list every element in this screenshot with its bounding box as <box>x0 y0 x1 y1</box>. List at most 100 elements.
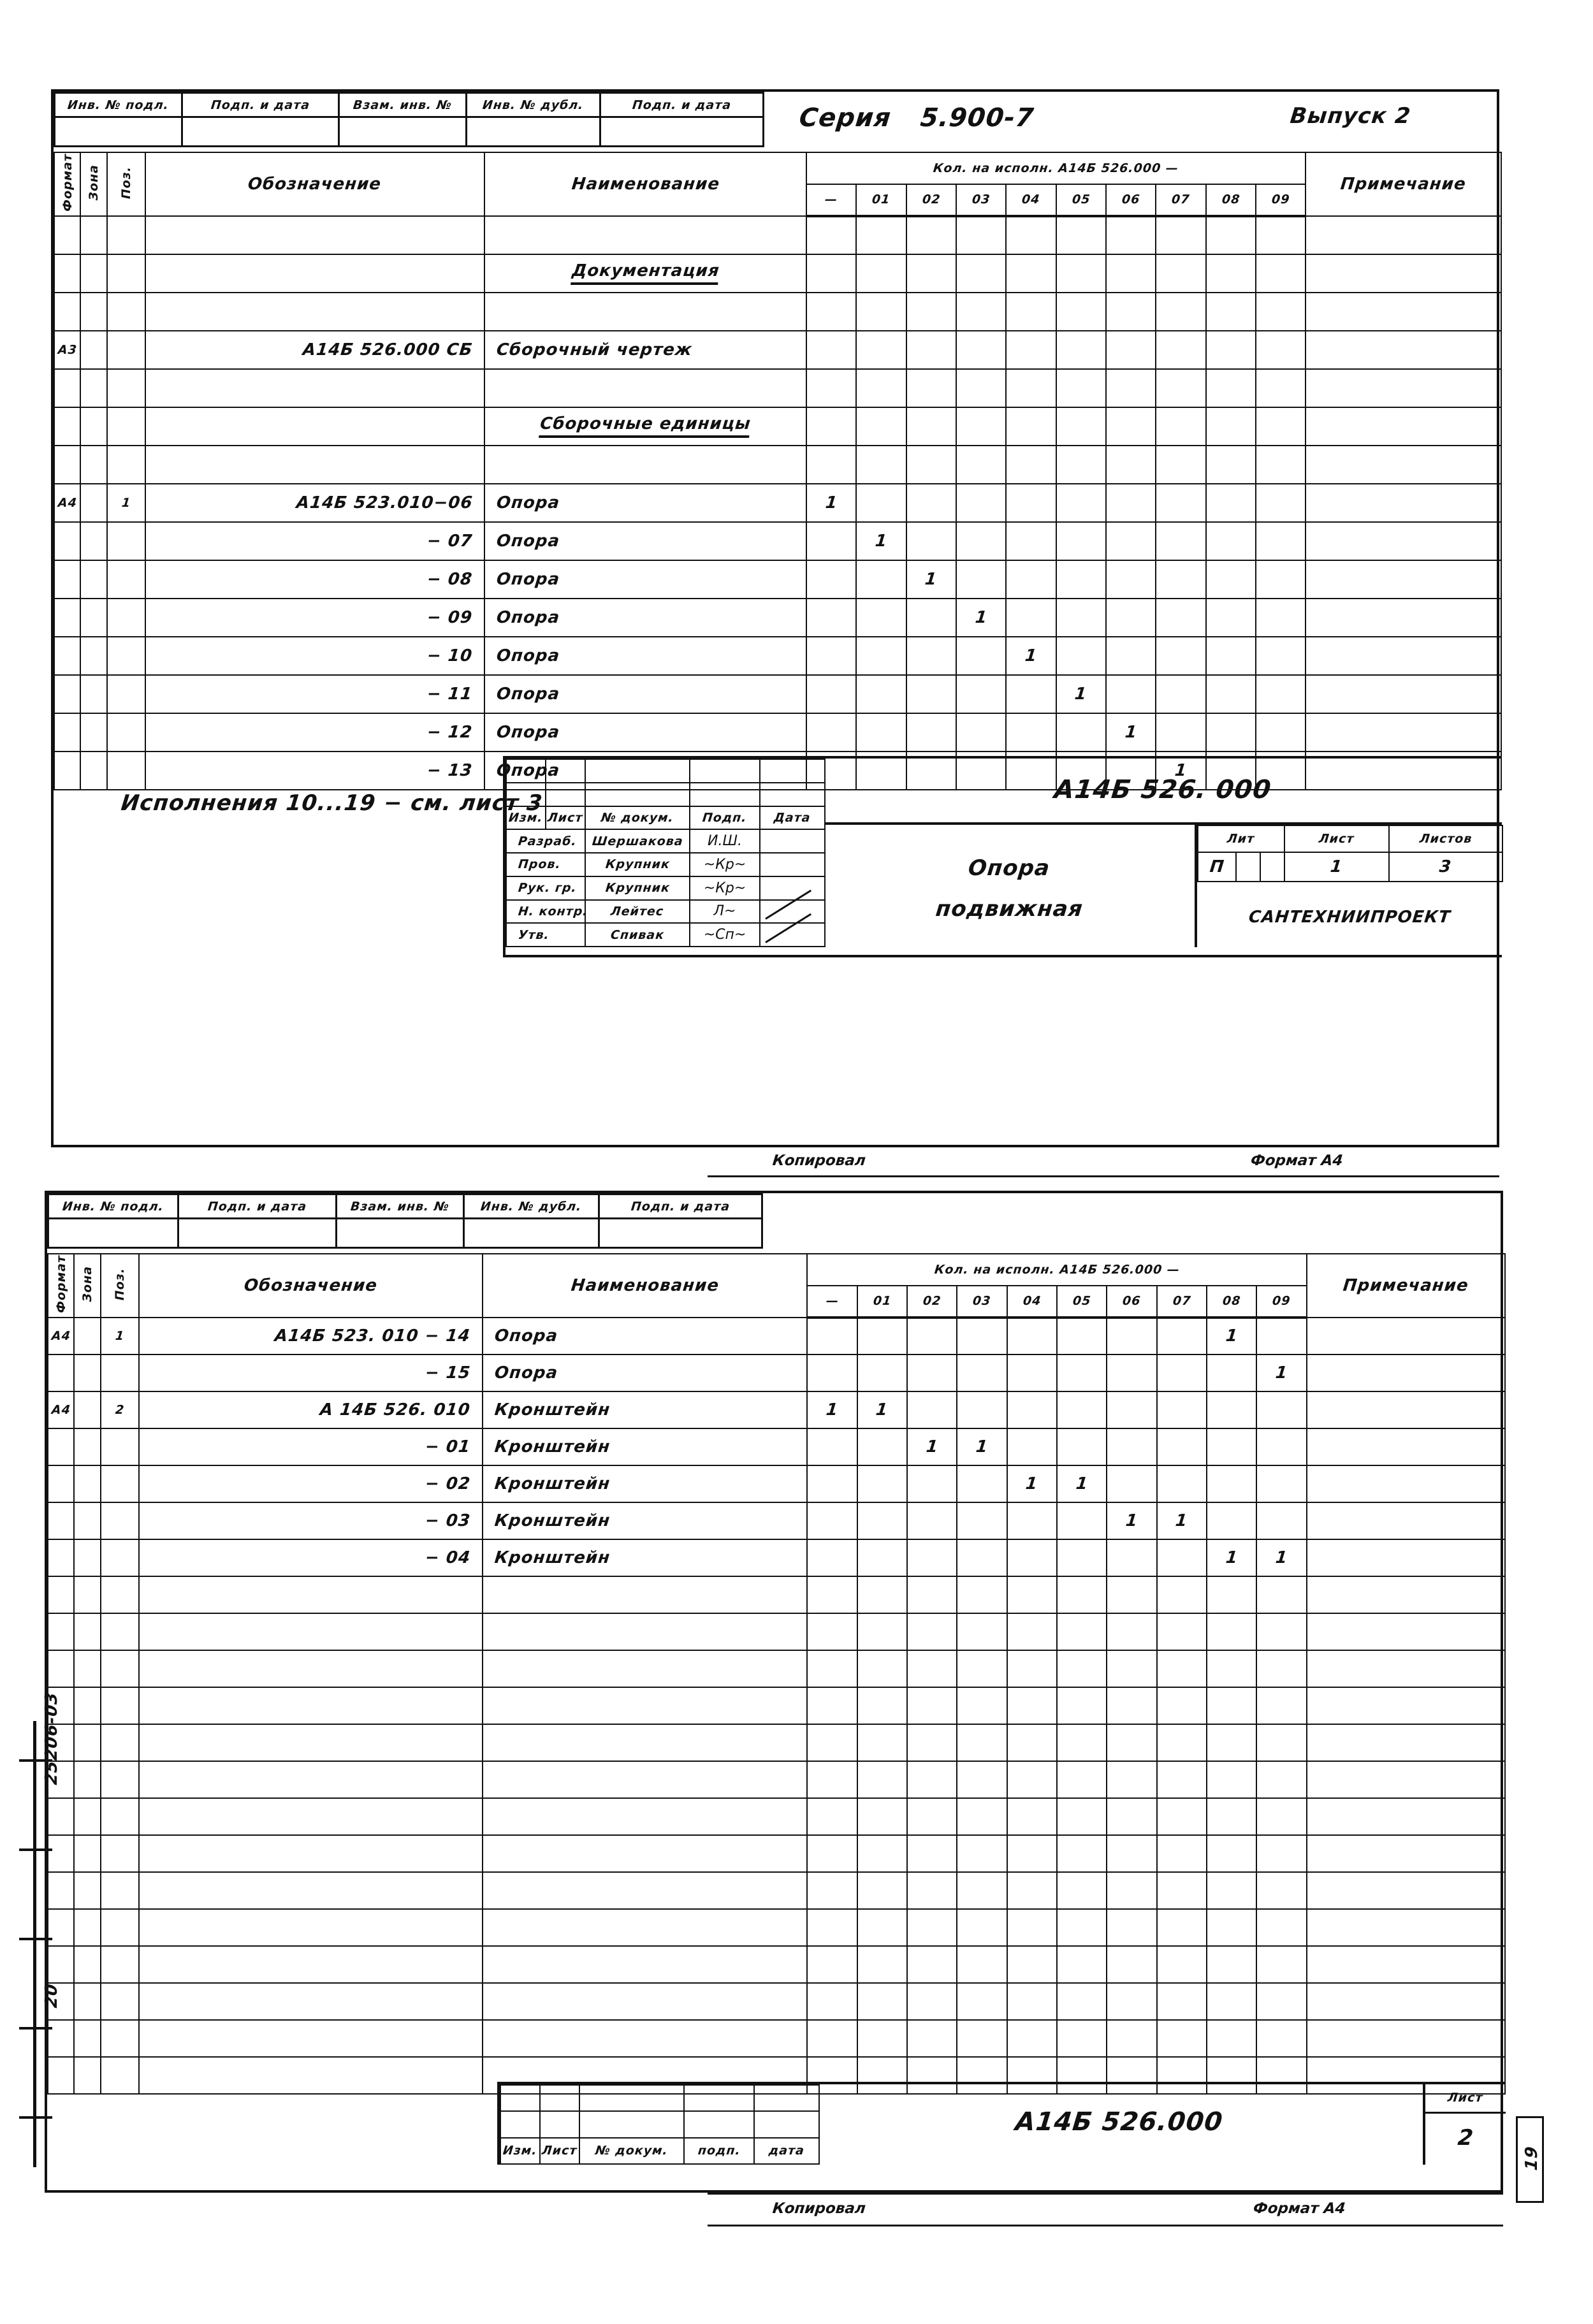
cell-designation[interactable]: − 02 <box>138 1464 484 1503</box>
cell-note[interactable] <box>1305 368 1502 408</box>
cell-qty-6[interactable] <box>1105 406 1157 446</box>
cell-qty-3[interactable] <box>955 291 1007 331</box>
cell-qty-6[interactable] <box>1105 674 1157 714</box>
cell-qty-2[interactable] <box>906 2056 958 2095</box>
cell-zone[interactable] <box>73 1612 101 1651</box>
cell-qty-0[interactable] <box>805 291 857 331</box>
cell-note[interactable] <box>1305 253 1502 293</box>
cell-qty-0[interactable] <box>806 1316 858 1355</box>
cell-qty-5[interactable] <box>1055 368 1107 408</box>
cell-qty-5[interactable] <box>1056 1982 1108 2021</box>
cell-pos[interactable]: 1 <box>106 483 146 523</box>
cell-qty-5[interactable] <box>1055 597 1107 637</box>
cell-qty-0[interactable] <box>806 1723 858 1762</box>
cell-qty-8[interactable] <box>1205 712 1256 752</box>
cell-qty-0[interactable] <box>806 1464 858 1503</box>
cell-format[interactable] <box>53 215 82 255</box>
cell-designation[interactable]: − 09 <box>144 597 486 637</box>
cell-qty-3[interactable] <box>955 674 1007 714</box>
cell-qty-9[interactable] <box>1255 215 1307 255</box>
revision-blank-row-1[interactable] <box>506 759 826 783</box>
cell-qty-9[interactable] <box>1255 406 1307 446</box>
cell-qty-1[interactable] <box>856 1686 908 1725</box>
lit-value-2[interactable] <box>1235 852 1261 882</box>
cell-qty-4[interactable] <box>1006 2056 1058 2095</box>
cell-designation[interactable] <box>144 215 486 255</box>
cell-designation[interactable]: − 11 <box>144 674 486 714</box>
cell-qty-9[interactable] <box>1256 1834 1307 1873</box>
cell-qty-7[interactable] <box>1155 635 1207 676</box>
cell-name[interactable] <box>482 1797 808 1836</box>
cell-pos[interactable] <box>99 1427 140 1466</box>
table-row[interactable]: Документация <box>53 253 1502 293</box>
cell-qty-0[interactable] <box>806 1760 858 1799</box>
cell-zone[interactable] <box>73 1538 101 1577</box>
cell-qty-5[interactable] <box>1056 1316 1108 1355</box>
cell-qty-6[interactable] <box>1106 2056 1158 2095</box>
cell-format[interactable] <box>53 406 82 446</box>
cell-qty-1[interactable] <box>855 215 907 255</box>
cell-zone[interactable] <box>80 483 108 523</box>
cell-qty-3[interactable] <box>956 1945 1008 1984</box>
cell-note[interactable] <box>1306 1723 1506 1762</box>
cell-qty-0[interactable] <box>806 1982 858 2021</box>
rev-cell[interactable] <box>506 781 546 807</box>
cell-note[interactable] <box>1306 1686 1506 1725</box>
cell-qty-3[interactable] <box>956 1575 1008 1614</box>
cell-qty-2[interactable] <box>905 330 957 370</box>
cell-designation[interactable] <box>144 368 486 408</box>
cell-pos[interactable] <box>99 1760 140 1799</box>
cell-designation[interactable] <box>144 253 486 293</box>
cell-qty-5[interactable] <box>1055 291 1107 331</box>
cell-pos[interactable] <box>99 1612 140 1651</box>
cell-zone[interactable] <box>80 635 108 676</box>
cell-qty-2[interactable] <box>905 291 957 331</box>
cell-qty-2[interactable] <box>906 1945 958 1984</box>
cell-qty-6[interactable] <box>1106 1908 1158 1947</box>
cell-qty-0[interactable] <box>806 1649 858 1688</box>
cell-zone[interactable] <box>73 2056 101 2095</box>
table-row[interactable]: − 10 Опора 1 <box>53 635 1502 676</box>
cell-qty-4[interactable] <box>1006 1760 1058 1799</box>
cell-pos[interactable] <box>106 597 146 637</box>
cell-note[interactable] <box>1306 1834 1506 1873</box>
cell-qty-4[interactable] <box>1005 406 1057 446</box>
cell-qty-1[interactable] <box>856 1353 908 1392</box>
cell-format[interactable] <box>53 597 82 637</box>
cell-zone[interactable] <box>73 2019 101 2058</box>
cell-qty-5[interactable] <box>1056 1353 1108 1392</box>
cell-qty-8[interactable] <box>1205 483 1256 523</box>
cell-qty-1[interactable] <box>855 330 907 370</box>
cell-note[interactable] <box>1306 1575 1506 1614</box>
cell-name[interactable]: Кронштейн <box>482 1390 808 1429</box>
cell-qty-4[interactable] <box>1006 2019 1058 2058</box>
cell-name[interactable]: Сборочный чертеж <box>484 330 807 370</box>
cell-qty-8[interactable] <box>1205 559 1256 599</box>
cell-qty-2[interactable] <box>905 521 957 561</box>
cell-qty-4[interactable] <box>1005 597 1057 637</box>
cell-qty-8[interactable]: 1 <box>1206 1538 1258 1577</box>
cell-qty-6[interactable] <box>1106 1834 1158 1873</box>
cell-qty-4[interactable] <box>1005 215 1057 255</box>
cell-qty-7[interactable] <box>1156 1723 1208 1762</box>
cell-qty-8[interactable] <box>1205 215 1256 255</box>
revision-blank-row-2[interactable] <box>506 781 826 807</box>
cell-qty-9[interactable] <box>1256 1945 1307 1984</box>
cell-note[interactable] <box>1305 215 1502 255</box>
cell-pos[interactable] <box>106 750 146 790</box>
cell-qty-9[interactable] <box>1255 559 1307 599</box>
cell-qty-8[interactable]: 1 <box>1206 1316 1258 1355</box>
cell-qty-0[interactable] <box>805 444 857 484</box>
cell-format[interactable]: А4 <box>47 1390 75 1429</box>
cell-qty-3[interactable] <box>956 1723 1008 1762</box>
cell-qty-2[interactable] <box>906 1797 958 1836</box>
cell-qty-9[interactable] <box>1255 635 1307 676</box>
cell-qty-9[interactable] <box>1256 1797 1307 1836</box>
cell-designation[interactable]: − 03 <box>138 1501 484 1540</box>
cell-zone[interactable] <box>80 368 108 408</box>
cell-qty-4[interactable] <box>1006 1723 1058 1762</box>
cell-zone[interactable] <box>80 597 108 637</box>
cell-qty-2[interactable] <box>906 1353 958 1392</box>
cell-zone[interactable] <box>80 521 108 561</box>
cell-format[interactable] <box>53 635 82 676</box>
